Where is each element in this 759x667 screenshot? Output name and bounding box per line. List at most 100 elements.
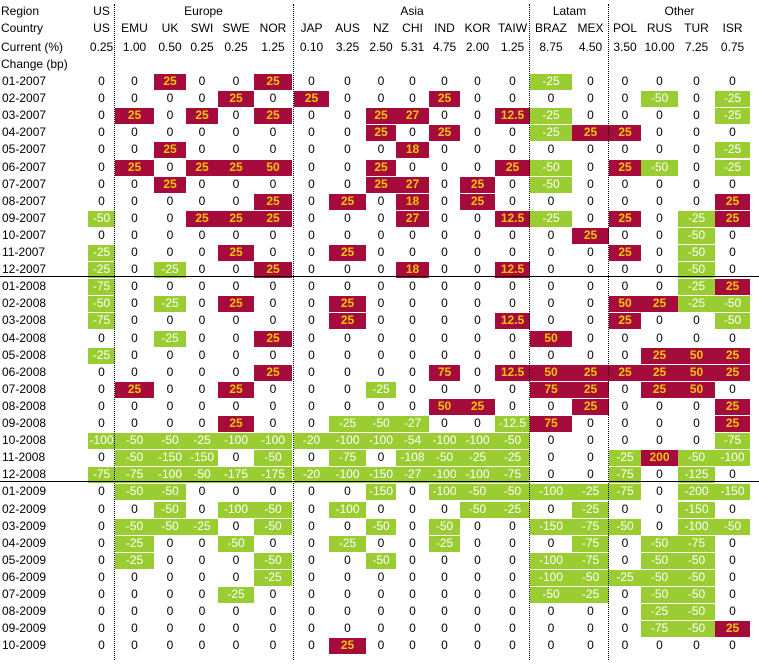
- rate-change-value: 0: [308, 160, 315, 174]
- rate-change-value: 0: [344, 604, 351, 618]
- hike-cell-bg: [641, 365, 678, 381]
- hike-cell-bg: [329, 638, 366, 654]
- rate-change-value: 0: [232, 194, 240, 208]
- rate-change-value: -50: [616, 519, 634, 533]
- rate-change-value: -75: [92, 279, 111, 293]
- rate-change-value: 0: [474, 279, 481, 293]
- rate-change-value: 0: [344, 228, 351, 242]
- cut-cell-bg: [88, 279, 115, 295]
- rate-change-value: -100: [335, 433, 360, 447]
- hike-cell-bg: [495, 108, 530, 124]
- rate-change-value: 0: [308, 450, 315, 464]
- rate-change-value: 0: [98, 621, 105, 635]
- rate-change-value: 0: [547, 348, 555, 362]
- rate-change-value: 0: [409, 160, 416, 174]
- cut-cell-bg: [641, 604, 678, 620]
- rate-change-value: -100: [335, 467, 360, 481]
- rate-change-value: -25: [125, 536, 144, 550]
- rate-change-value: 0: [587, 177, 594, 191]
- rate-change-value: 0: [656, 194, 663, 208]
- rate-change-value: 0: [308, 142, 315, 156]
- cut-cell-bg: [678, 228, 715, 244]
- rate-change-value: 25: [618, 313, 632, 327]
- rate-change-value: 0: [729, 570, 736, 584]
- rate-change-value: 0: [344, 331, 351, 345]
- rate-change-value: 0: [509, 142, 516, 156]
- cut-cell-bg: [154, 331, 186, 347]
- cut-cell-bg: [218, 467, 254, 483]
- rate-change-value: 0: [621, 587, 629, 601]
- rate-change-value: 0: [441, 177, 448, 191]
- rate-change-value: 18: [405, 262, 420, 276]
- rate-change-value: -50: [161, 502, 179, 516]
- region-row-label: Region: [1, 4, 40, 18]
- date-label: 01-2008: [2, 279, 47, 293]
- rate-change-value: -50: [264, 519, 282, 533]
- rate-change-value: 0: [131, 142, 138, 156]
- cut-cell-bg: [572, 570, 609, 586]
- rate-change-value: -25: [616, 570, 634, 584]
- rate-change-value: -50: [193, 467, 211, 481]
- cut-cell-bg: [678, 536, 715, 552]
- hike-cell-bg: [572, 125, 609, 141]
- rate-change-value: 0: [441, 621, 448, 635]
- cut-cell-bg: [88, 296, 115, 312]
- rate-change-value: -50: [125, 519, 144, 533]
- rate-change-value: -25: [468, 450, 487, 464]
- rate-change-value: 0: [377, 348, 385, 362]
- rate-change-value: 25: [652, 296, 667, 310]
- rate-change-value: 0: [98, 484, 105, 498]
- rate-change-value: 0: [269, 177, 277, 191]
- rate-change-value: -50: [264, 502, 282, 516]
- rate-change-value: 50: [544, 365, 558, 379]
- rate-change-value: 25: [618, 365, 632, 379]
- rate-change-value: 0: [621, 416, 629, 430]
- rate-change-value: 0: [547, 502, 555, 516]
- hike-cell-bg: [609, 245, 641, 261]
- hike-cell-bg: [218, 416, 254, 432]
- rate-change-value: 0: [198, 382, 206, 396]
- cut-cell-bg: [115, 467, 154, 483]
- hike-cell-bg: [715, 211, 750, 227]
- rate-change-value: 0: [509, 296, 516, 310]
- year-separator: [0, 276, 759, 277]
- rate-change-value: 0: [269, 91, 277, 105]
- cut-cell-bg: [495, 467, 530, 483]
- rate-change-value: 0: [509, 194, 516, 208]
- rate-change-value: -54: [403, 433, 422, 447]
- rate-change-value: 0: [587, 296, 594, 310]
- rate-change-value: 0: [232, 484, 240, 498]
- cut-cell-bg: [294, 467, 329, 483]
- rate-change-value: 0: [308, 399, 315, 413]
- rate-change-value: 0: [409, 604, 416, 618]
- date-label: 08-2009: [2, 604, 47, 618]
- cut-cell-bg: [715, 484, 750, 500]
- rate-change-value: -108: [400, 450, 425, 464]
- rate-change-value: 0: [198, 74, 206, 88]
- cut-cell-bg: [678, 570, 715, 586]
- rate-change-value: 0: [166, 108, 174, 122]
- hike-cell-bg: [294, 91, 329, 107]
- rate-change-value: 0: [344, 262, 351, 276]
- cut-cell-bg: [530, 553, 572, 569]
- rate-change-value: 0: [232, 142, 240, 156]
- rate-change-value: 0: [308, 382, 315, 396]
- rate-change-value: -75: [338, 450, 357, 464]
- rate-change-value: 0: [98, 450, 105, 464]
- rate-change-value: 25: [725, 416, 740, 430]
- rate-change-value: 0: [441, 638, 448, 652]
- rate-change-value: 0: [98, 416, 105, 430]
- hike-cell-bg: [495, 313, 530, 329]
- rate-change-value: 0: [621, 142, 629, 156]
- rate-change-value: -50: [650, 553, 669, 567]
- rate-change-value: 0: [729, 502, 736, 516]
- rate-change-value: 0: [377, 570, 385, 584]
- rate-change-value: 0: [693, 74, 700, 88]
- hike-cell-bg: [572, 365, 609, 381]
- hike-cell-bg: [115, 382, 154, 398]
- rate-change-value: 27: [405, 108, 420, 122]
- rate-change-value: -25: [723, 142, 742, 156]
- rate-change-value: -50: [650, 536, 669, 550]
- rate-change-value: 0: [269, 536, 277, 550]
- date-label: 09-2009: [2, 621, 47, 635]
